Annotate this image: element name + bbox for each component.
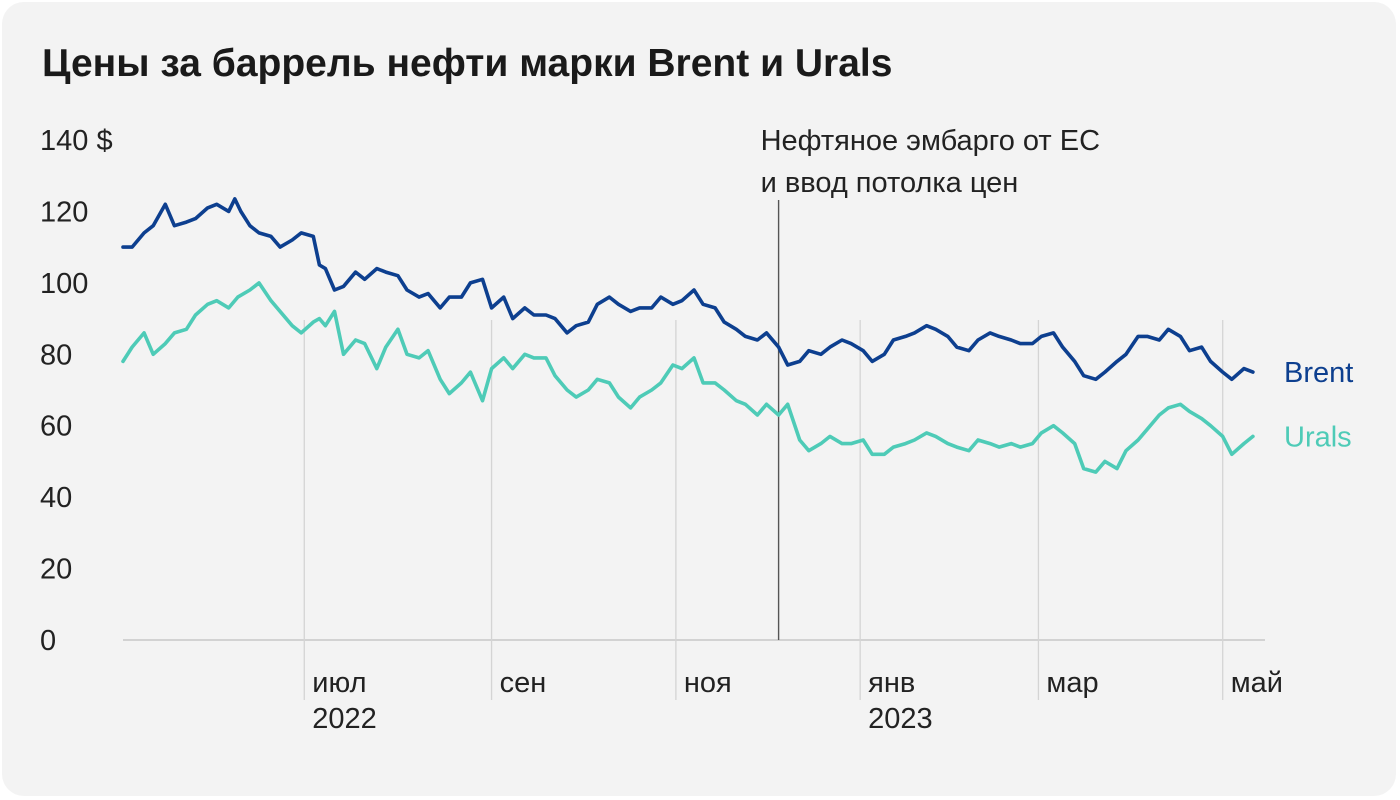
x-tick-year: 2023 [868, 703, 933, 735]
x-tick-label: сен [500, 667, 547, 699]
series-label-urals: Urals [1284, 421, 1352, 453]
series-line-urals [121, 281, 1255, 474]
series-labels: Brent Urals [1284, 357, 1353, 453]
y-tick-label: 60 [40, 411, 72, 443]
y-tick-label: 0 [40, 625, 56, 657]
x-tick-label: янв [868, 667, 915, 699]
x-tick-label: май [1231, 667, 1283, 699]
annotation: Нефтяное эмбарго от ЕС и ввод потолка цен [761, 125, 1100, 640]
chart-title: Цены за баррель нефти марки Brent и Ural… [42, 42, 893, 85]
series-lines [121, 197, 1255, 474]
annotation-text: Нефтяное эмбарго от ЕС [761, 125, 1100, 157]
y-tick-label: 40 [40, 482, 72, 514]
annotation-text: и ввод потолка цен [761, 167, 1019, 199]
x-tick-label: мар [1046, 667, 1098, 699]
grid [123, 320, 1265, 700]
y-tick-label: 100 [40, 268, 88, 300]
x-tick-label: ноя [684, 667, 732, 699]
y-tick-label: 140 $ [40, 125, 113, 157]
series-line-brent [121, 197, 1255, 382]
x-tick-label: июл [312, 667, 366, 699]
x-tick-year: 2022 [312, 703, 377, 735]
y-axis: 0 20 40 60 80 100 120 140 $ [40, 125, 113, 657]
x-axis: июл 2022 сен ноя янв 2023 мар май [312, 667, 1283, 735]
y-tick-label: 120 [40, 196, 88, 228]
series-label-brent: Brent [1284, 357, 1353, 389]
y-tick-label: 20 [40, 554, 72, 586]
y-tick-label: 80 [40, 339, 72, 371]
